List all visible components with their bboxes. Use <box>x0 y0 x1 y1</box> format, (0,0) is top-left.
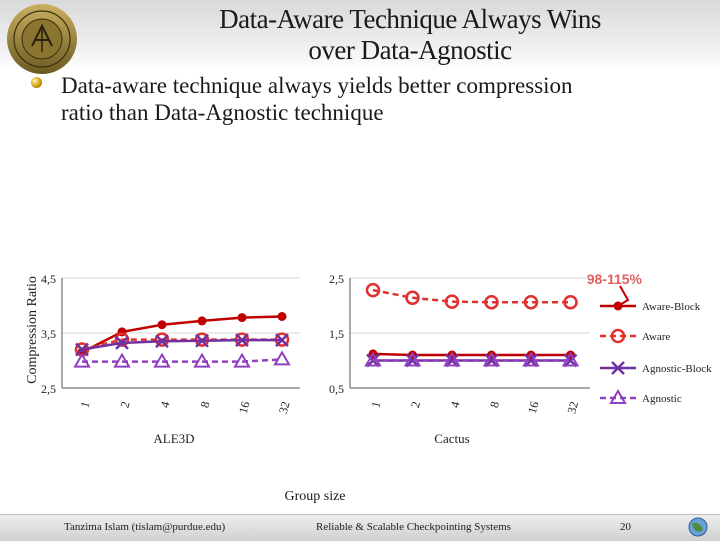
legend-marker <box>609 389 627 404</box>
legend-marker <box>613 301 623 311</box>
series-line <box>372 352 571 357</box>
data-point <box>523 294 539 310</box>
data-point <box>193 352 211 368</box>
x-tick-label: 2 <box>117 400 132 409</box>
page-number: 20 <box>620 521 631 533</box>
globe-icon <box>688 517 708 537</box>
x-tick-label: 4 <box>157 400 172 409</box>
data-point <box>273 350 291 366</box>
x-tick-label: 1 <box>368 400 383 409</box>
legend-marker <box>611 361 625 375</box>
bullet-point: Data-aware technique always yields bette… <box>61 72 701 126</box>
slide-footer: Tanzima Islam (tislam@purdue.edu) Reliab… <box>0 514 720 541</box>
data-point <box>154 332 170 347</box>
data-point <box>237 313 247 323</box>
data-point <box>73 352 91 368</box>
y-tick-label: 1,5 <box>329 327 344 341</box>
data-point <box>484 294 499 310</box>
slide-title-line-2: over Data-Agnostic <box>308 35 512 65</box>
series-line <box>81 338 282 351</box>
y-tick-label: 2,5 <box>41 382 56 396</box>
data-point <box>365 282 381 298</box>
series-line <box>372 288 571 304</box>
legend-label: Agnostic-Block <box>642 363 712 375</box>
data-point <box>153 352 171 368</box>
title-bar <box>0 0 720 72</box>
bullet-line-1: Data-aware technique always yields bette… <box>61 73 573 98</box>
data-point <box>277 312 287 321</box>
data-point <box>522 351 540 367</box>
data-point <box>405 290 420 306</box>
x-tick-label: 16 <box>525 400 542 415</box>
legend-marker <box>610 328 626 344</box>
x-tick-label: 16 <box>236 400 253 415</box>
x-tick-label: 32 <box>276 400 293 415</box>
legend-label: Agnostic <box>642 393 682 405</box>
x-tick-label: 4 <box>447 400 462 409</box>
bullet-line-2: ratio than Data-Agnostic technique <box>61 100 384 125</box>
data-point <box>115 336 129 350</box>
x-tick-label: 32 <box>564 400 581 415</box>
data-point <box>235 333 249 348</box>
y-tick-label: 2,5 <box>329 272 344 286</box>
bullet-icon <box>31 77 42 88</box>
y-tick-label: 4,5 <box>41 272 56 286</box>
x-tick-label: 8 <box>487 400 502 409</box>
improvement-annotation: 98-115% <box>587 271 643 287</box>
data-point <box>75 342 89 357</box>
data-point <box>113 352 131 368</box>
x-tick-label: 1 <box>77 400 92 409</box>
y-axis-label: Compression Ratio <box>25 276 40 384</box>
footer-author: Tanzima Islam (tislam@purdue.edu) <box>64 521 226 533</box>
data-point <box>195 333 209 348</box>
data-point <box>114 332 130 347</box>
data-point <box>482 351 501 367</box>
footer-title: Reliable & Scalable Checkpointing System… <box>316 521 511 533</box>
series-line <box>82 358 283 363</box>
chart-title: ALE3D <box>153 431 194 446</box>
data-point <box>563 294 578 310</box>
legend-label: Aware-Block <box>642 301 701 313</box>
data-point <box>197 316 207 326</box>
x-tick-label: 8 <box>197 400 212 409</box>
data-point <box>364 351 382 367</box>
data-point <box>403 351 422 367</box>
data-point <box>561 351 580 367</box>
data-point <box>157 320 167 330</box>
data-point <box>443 351 461 367</box>
data-point <box>155 334 169 349</box>
x-tick-label: 2 <box>408 400 423 409</box>
x-axis-label: Group size <box>284 489 345 504</box>
chart-title: Cactus <box>434 431 469 446</box>
y-tick-label: 3,5 <box>41 327 56 341</box>
university-seal-logo <box>7 4 77 74</box>
y-tick-label: 0,5 <box>329 382 344 396</box>
compression-ratio-charts: Compression Ratio Group size 98-115% 4,5… <box>25 271 712 504</box>
data-point <box>275 333 289 348</box>
slide-title: Data-Aware Technique Always Wins over Da… <box>150 4 670 66</box>
slide-title-line-1: Data-Aware Technique Always Wins <box>219 4 601 34</box>
data-point <box>444 294 460 309</box>
data-point <box>233 352 251 368</box>
series-line <box>81 315 283 354</box>
legend-label: Aware <box>642 331 670 343</box>
